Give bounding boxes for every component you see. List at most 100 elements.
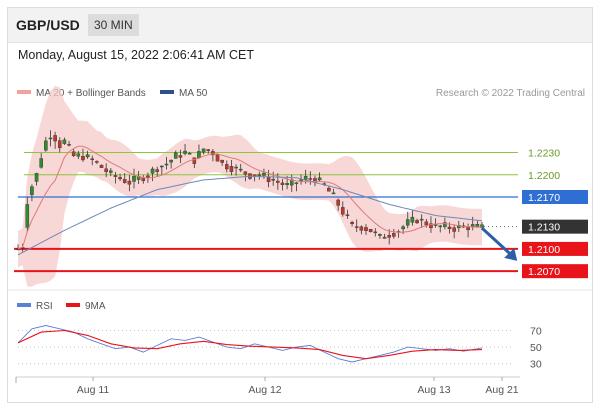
x-tick-label: Aug 12 (248, 384, 281, 396)
candle-body (160, 165, 164, 168)
candle-body (104, 168, 108, 173)
candle-body (280, 182, 285, 185)
candle-body (169, 159, 173, 163)
candle-body (122, 178, 127, 183)
ma50-legend-swatch (160, 90, 174, 94)
candle-body (452, 227, 456, 232)
candle-body (57, 140, 62, 149)
candle-body (308, 178, 313, 180)
symbol-label: GBP/USD (16, 17, 80, 33)
candle-body (401, 226, 405, 230)
candle-body (341, 207, 345, 215)
x-tick-label: Aug 21 (485, 384, 518, 396)
ma20-line (17, 145, 483, 250)
candle-body (127, 180, 132, 185)
level-tag-1.2170 (522, 190, 588, 204)
candle-body (443, 222, 447, 227)
candle-body (220, 160, 224, 163)
candle-body (95, 161, 99, 163)
candle-body (76, 153, 81, 157)
candle-body (382, 236, 387, 239)
candle-body (81, 156, 85, 161)
candle-body (368, 229, 373, 233)
rsi-tick-label: 30 (530, 359, 542, 371)
candle-body (336, 199, 340, 206)
candle-body (415, 220, 419, 224)
candle-body (378, 234, 382, 236)
candle-body (155, 169, 159, 172)
forecast-arrow-head (504, 247, 518, 261)
level-label-1.2230: 1.2230 (528, 148, 560, 160)
x-axis: Aug 11 Aug 12 Aug 13 Aug 21 (15, 376, 520, 396)
candle-body (71, 151, 76, 156)
level-label-1.2100: 1.2100 (528, 244, 560, 256)
candle-body (447, 226, 452, 230)
level-label-1.2070: 1.2070 (528, 266, 560, 278)
candle-body (457, 225, 461, 229)
candle-body (327, 187, 331, 192)
candle-body (480, 224, 484, 228)
candle-body (359, 226, 364, 231)
candle-body (16, 248, 20, 251)
rsi-legend-swatch (17, 303, 31, 307)
candle-body (438, 225, 443, 228)
candle-body (85, 154, 90, 158)
candle-body (62, 139, 67, 144)
ma20-legend-swatch (17, 90, 31, 94)
candle-body (192, 157, 197, 164)
candle-body (48, 137, 53, 140)
candle-body (392, 233, 396, 237)
candle-body (150, 168, 155, 174)
candle-body (364, 227, 368, 231)
candle-body (317, 177, 322, 181)
candle-body (44, 140, 48, 151)
rsi-tick-label: 70 (530, 325, 542, 337)
candle-body (229, 166, 234, 172)
level-tag-1.2100 (522, 241, 588, 256)
ma20-legend-label: MA 20 + Bollinger Bands (36, 88, 146, 99)
candle-body (234, 166, 238, 169)
forecast-arrow-shaft (480, 227, 512, 256)
candle-body (187, 153, 192, 155)
rsi-pane: 70 50 30 (17, 325, 542, 371)
candle-body (303, 176, 308, 180)
candle-body (132, 175, 136, 182)
x-tick-label: Aug 11 (77, 384, 110, 396)
candle-body (238, 168, 243, 171)
candle-body (173, 152, 178, 159)
candle-body (164, 163, 169, 166)
rsi-ma-line (17, 329, 483, 360)
chart-datetime: Monday, August 15, 2022 2:06:41 AM CET (18, 48, 255, 62)
bollinger-band-area (18, 85, 482, 287)
level-label-1.2200: 1.2200 (528, 170, 560, 182)
candle-body (405, 219, 410, 226)
candle-body (470, 224, 475, 227)
candle-body (206, 149, 211, 151)
candle-body (354, 226, 359, 228)
candle-body (331, 192, 336, 195)
candle-body (225, 164, 229, 170)
candle-body (345, 214, 350, 217)
candle-body (118, 177, 122, 180)
candle-body (201, 148, 206, 153)
candle-body (410, 216, 415, 223)
candle-body (350, 222, 354, 224)
candle-body (39, 158, 43, 168)
candle-body (257, 174, 262, 176)
candle-body (271, 178, 275, 181)
candle-body (146, 175, 150, 178)
ma50-line (17, 175, 483, 256)
level-tag-1.2070 (522, 264, 588, 279)
chart-header: GBP/USD 30 MIN (8, 8, 592, 43)
candle-body (109, 170, 113, 173)
candle-body (178, 155, 183, 158)
price-pane: 1.2230 1.2200 1.2170 1.2130 1.2100 1.2070 (14, 85, 588, 287)
candle-body (266, 177, 271, 183)
candle-body (183, 150, 187, 154)
rsi-legend-label: RSI (36, 301, 53, 312)
timeframe-badge[interactable]: 30 MIN (88, 14, 139, 36)
candle-body (243, 171, 248, 175)
candle-body (285, 183, 289, 185)
candle-body (99, 164, 104, 168)
